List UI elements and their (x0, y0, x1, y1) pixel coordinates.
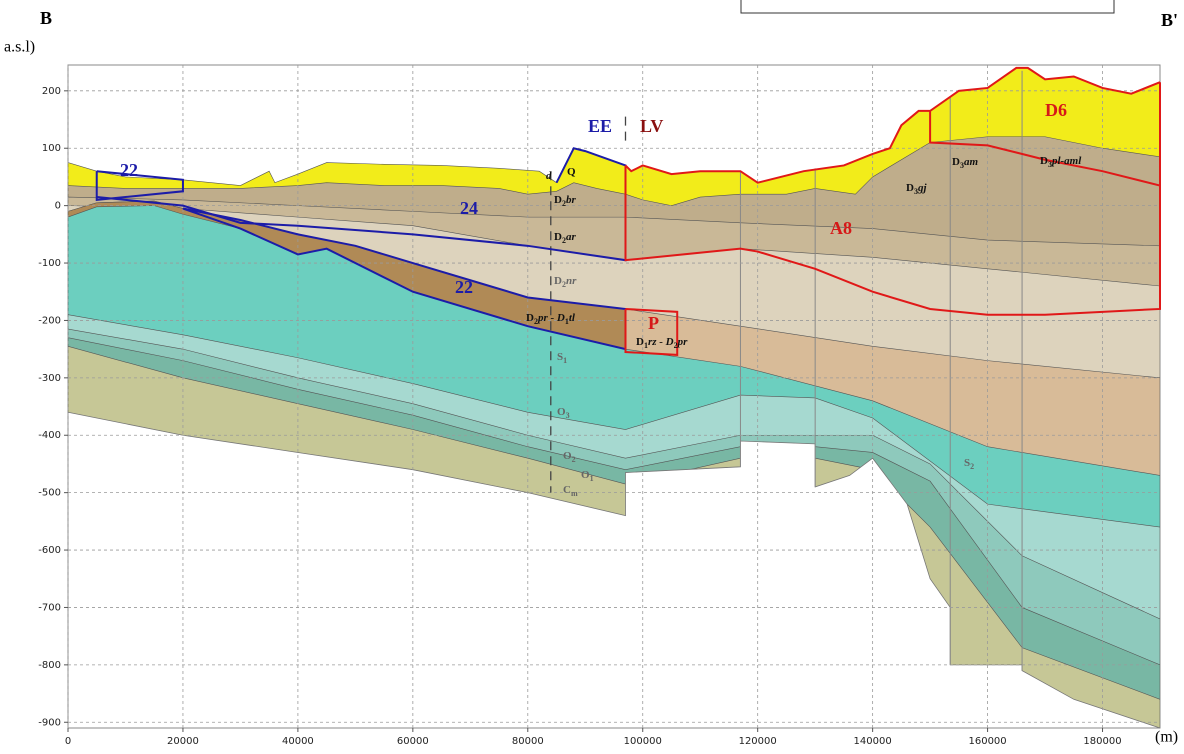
label-part: D (1040, 155, 1048, 167)
y-tick-label: -800 (38, 660, 61, 671)
country-label: LV (640, 116, 663, 136)
x-tick-label: 180000 (1083, 736, 1121, 747)
y-tick-label: 100 (42, 143, 61, 154)
label-part: D (554, 231, 562, 243)
label-part: D (906, 182, 914, 194)
label-part: d (546, 170, 552, 182)
y-tick-label: -100 (38, 258, 61, 269)
unit-label: D6 (1045, 100, 1067, 120)
layer-label: Q (567, 166, 576, 178)
section-start: B (40, 8, 52, 28)
label-part: D (554, 194, 562, 206)
label-part: am (964, 156, 979, 168)
label-part: ar (566, 231, 577, 243)
cross-section-chart: B B' a.s.l) (m) EE LV 22 24 22 A8 D6 P 2… (0, 0, 1184, 754)
unit-label: 22 (455, 277, 473, 297)
y-tick-label: 200 (42, 86, 61, 97)
label-part: rz - D (648, 336, 674, 348)
section-end: B' (1161, 10, 1178, 30)
y-tick-label: -600 (38, 545, 61, 556)
y-tick-label: -700 (38, 602, 61, 613)
y-tick-label: -900 (38, 717, 61, 728)
label-part: Q (567, 166, 576, 178)
subscript: m (571, 489, 578, 498)
unit-label: P (648, 313, 659, 333)
x-tick-label: 20000 (167, 736, 199, 747)
label-part: nr (566, 275, 577, 287)
subscript: 3 (566, 411, 570, 420)
layer-label: d (546, 170, 552, 182)
x-tick-label: 80000 (512, 736, 544, 747)
label-part: br (566, 194, 577, 206)
y-tick-label: -500 (38, 488, 61, 499)
x-tick-label: 40000 (282, 736, 314, 747)
country-label: EE (588, 116, 612, 136)
x-axis-label: (m) (1155, 729, 1178, 746)
label-part: tl (569, 312, 576, 324)
y-axis-label: a.s.l) (4, 39, 35, 56)
label-part: D (636, 336, 644, 348)
y-tick-label: -400 (38, 430, 61, 441)
subscript: 2 (970, 462, 974, 471)
x-tick-label: 60000 (397, 736, 429, 747)
label-part: pr (677, 336, 689, 348)
x-tick-label: 0 (65, 736, 71, 747)
x-tick-label: 140000 (854, 736, 892, 747)
y-tick-label: 0 (55, 201, 61, 212)
label-part: D (554, 275, 562, 287)
x-tick-label: 160000 (968, 736, 1006, 747)
subscript: 1 (590, 474, 594, 483)
label-part: C (563, 484, 571, 496)
label-part: pr - D (537, 312, 565, 324)
subscript: 1 (563, 356, 567, 365)
label-part: pl-aml (1051, 155, 1082, 167)
unit-label: 22 (120, 160, 138, 180)
label-part: D (526, 312, 534, 324)
label-part: D (952, 156, 960, 168)
x-tick-label: 120000 (739, 736, 777, 747)
label-part: gj (917, 182, 928, 194)
legend-box (741, 0, 1114, 13)
x-tick-label: 100000 (624, 736, 662, 747)
unit-label: A8 (830, 218, 852, 238)
y-tick-label: -300 (38, 373, 61, 384)
y-tick-label: -200 (38, 315, 61, 326)
unit-label: 24 (460, 198, 478, 218)
subscript: 2 (572, 455, 576, 464)
